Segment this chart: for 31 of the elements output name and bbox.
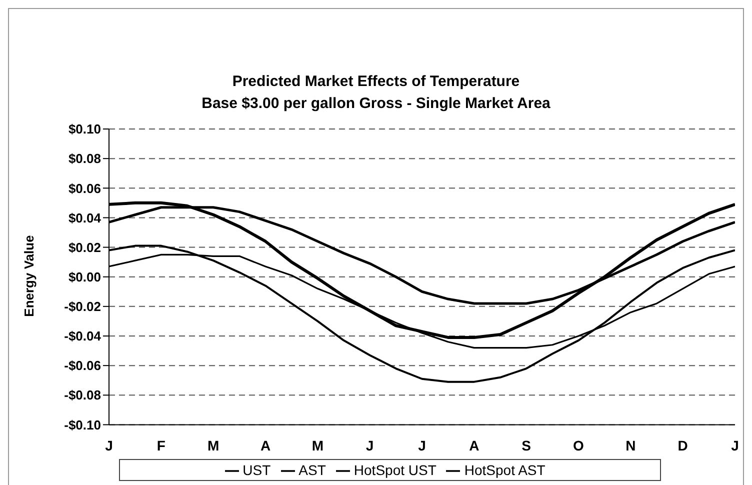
- y-tick-label: -$0.04: [64, 328, 102, 344]
- y-tick-label: -$0.08: [64, 388, 101, 403]
- x-tick-label: M: [207, 438, 220, 454]
- legend-label: UST: [242, 462, 271, 478]
- y-tick-label: -$0.06: [64, 358, 101, 374]
- x-tick-label: A: [469, 438, 480, 454]
- y-tick-label: $0.00: [68, 269, 101, 284]
- x-tick-label: J: [366, 438, 374, 454]
- x-tick-label: J: [105, 438, 113, 454]
- y-tick-label: -$0.10: [64, 417, 101, 432]
- y-axis-title: Energy Value: [22, 235, 37, 317]
- chart-subtitle: Base $3.00 per gallon Gross - Single Market Area: [200, 94, 552, 114]
- legend-label: HotSpot UST: [354, 462, 436, 478]
- y-tick-label: $0.02: [68, 240, 101, 255]
- y-tick-label: $0.10: [68, 122, 101, 137]
- chart-title: Predicted Market Effects of Temperature: [231, 72, 521, 92]
- x-tick-label: D: [678, 438, 688, 454]
- y-tick-label: $0.08: [68, 151, 101, 166]
- x-tick-label: J: [731, 438, 739, 454]
- y-tick-label: $0.06: [68, 180, 101, 196]
- x-tick-label: O: [573, 438, 584, 454]
- legend-label: AST: [298, 462, 326, 478]
- x-tick-label: M: [312, 438, 324, 454]
- x-tick-label: N: [626, 438, 636, 454]
- x-tick-label: A: [260, 438, 271, 454]
- x-tick-label: F: [156, 438, 166, 454]
- x-tick-label: S: [522, 438, 532, 454]
- y-tick-label: $0.04: [68, 210, 102, 226]
- x-tick-label: J: [418, 438, 426, 454]
- legend-label: HotSpot AST: [464, 462, 546, 478]
- y-tick-label: -$0.02: [64, 299, 101, 314]
